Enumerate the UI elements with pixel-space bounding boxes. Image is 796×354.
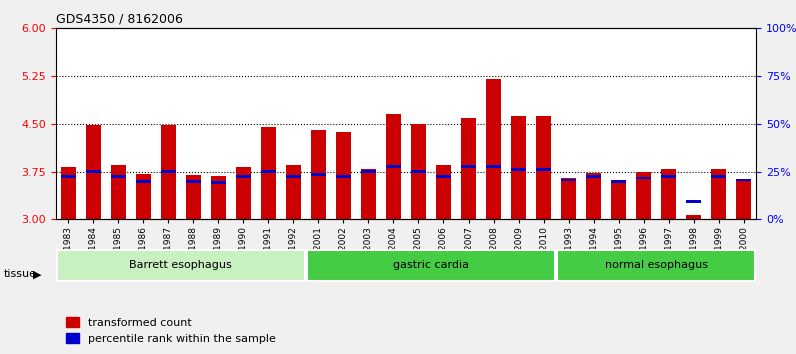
- Text: normal esophagus: normal esophagus: [605, 261, 708, 270]
- Bar: [561, 178, 576, 219]
- Bar: [185, 180, 201, 183]
- Bar: [136, 180, 150, 183]
- Bar: [661, 169, 676, 219]
- Bar: [561, 178, 576, 181]
- Bar: [86, 170, 101, 173]
- Bar: [211, 181, 226, 184]
- Bar: [386, 114, 401, 219]
- Bar: [611, 180, 626, 183]
- Bar: [386, 165, 401, 168]
- Bar: [311, 173, 326, 176]
- Bar: [136, 173, 150, 219]
- Bar: [686, 200, 701, 203]
- FancyBboxPatch shape: [57, 250, 305, 281]
- Bar: [86, 125, 101, 219]
- Bar: [261, 170, 276, 173]
- Bar: [111, 175, 126, 178]
- Bar: [486, 79, 501, 219]
- Bar: [711, 169, 726, 219]
- Bar: [461, 118, 476, 219]
- Text: ▶: ▶: [33, 269, 42, 279]
- Bar: [185, 175, 201, 219]
- FancyBboxPatch shape: [557, 250, 755, 281]
- Bar: [611, 183, 626, 219]
- Bar: [286, 175, 301, 178]
- Bar: [336, 132, 351, 219]
- Bar: [661, 175, 676, 178]
- Bar: [711, 175, 726, 178]
- Bar: [536, 169, 551, 171]
- Bar: [511, 116, 526, 219]
- Bar: [586, 173, 601, 219]
- Bar: [436, 165, 451, 219]
- Text: GDS4350 / 8162006: GDS4350 / 8162006: [56, 13, 182, 26]
- Bar: [361, 169, 376, 219]
- Bar: [211, 176, 226, 219]
- Bar: [461, 165, 476, 168]
- Bar: [111, 165, 126, 219]
- Bar: [486, 165, 501, 168]
- Bar: [336, 175, 351, 178]
- Text: gastric cardia: gastric cardia: [393, 261, 469, 270]
- Bar: [60, 167, 76, 219]
- Bar: [736, 178, 751, 181]
- FancyBboxPatch shape: [307, 250, 555, 281]
- Bar: [361, 170, 376, 173]
- Bar: [636, 172, 651, 219]
- Bar: [236, 167, 251, 219]
- Bar: [636, 177, 651, 179]
- Bar: [686, 215, 701, 219]
- Bar: [411, 124, 426, 219]
- Bar: [311, 130, 326, 219]
- Bar: [436, 175, 451, 178]
- Bar: [286, 165, 301, 219]
- Text: Barrett esophagus: Barrett esophagus: [130, 261, 232, 270]
- Legend: transformed count, percentile rank within the sample: transformed count, percentile rank withi…: [61, 313, 280, 348]
- Bar: [411, 170, 426, 173]
- Text: tissue: tissue: [4, 269, 37, 279]
- Bar: [261, 127, 276, 219]
- Bar: [736, 179, 751, 219]
- Bar: [161, 170, 176, 173]
- Bar: [236, 175, 251, 178]
- Bar: [60, 175, 76, 178]
- Bar: [586, 175, 601, 178]
- Bar: [536, 116, 551, 219]
- Bar: [511, 169, 526, 171]
- Bar: [161, 125, 176, 219]
